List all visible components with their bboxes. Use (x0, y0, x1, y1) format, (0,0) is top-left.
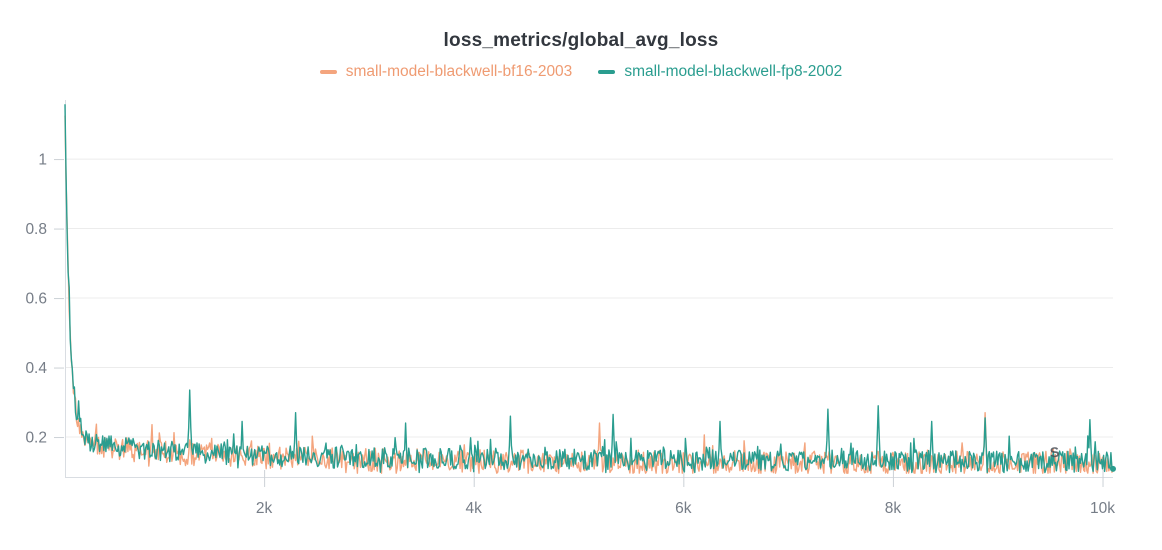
series-line-fp8-2002 (64, 104, 1114, 474)
series-line-bf16-2003 (64, 115, 1114, 474)
chart-title: loss_metrics/global_avg_loss (443, 30, 719, 51)
y-tick-label: 0.8 (25, 221, 47, 238)
y-tick-label: 0.6 (25, 291, 47, 308)
y-tick-label: 0.2 (25, 430, 47, 447)
x-tick-label: 8k (885, 500, 902, 517)
legend-item-fp8[interactable]: small-model-blackwell-fp8-2002 (598, 63, 842, 81)
legend-item-bf16[interactable]: small-model-blackwell-bf16-2003 (319, 63, 573, 81)
legend-marker-icon (319, 70, 337, 74)
legend: small-model-blackwell-bf16-2003 small-mod… (0, 63, 1162, 81)
y-tick-label: 1 (38, 152, 47, 169)
x-tick-label: 2k (256, 500, 273, 517)
x-tick-label: 4k (466, 500, 483, 517)
axes (65, 100, 1113, 478)
y-tick-label: 0.4 (25, 360, 47, 377)
gridlines (65, 158, 1113, 438)
x-tick-label: 6k (675, 500, 692, 517)
legend-label: small-model-blackwell-fp8-2002 (624, 63, 843, 80)
series-end-cap (1110, 465, 1116, 472)
tick-marks: 0.2 0.4 0.6 0.8 1 2k 4k 6k 8k 10k (25, 152, 1115, 517)
x-tick-label: 10k (1090, 500, 1115, 517)
legend-label: small-model-blackwell-bf16-2003 (345, 63, 573, 80)
legend-marker-icon (598, 70, 616, 74)
